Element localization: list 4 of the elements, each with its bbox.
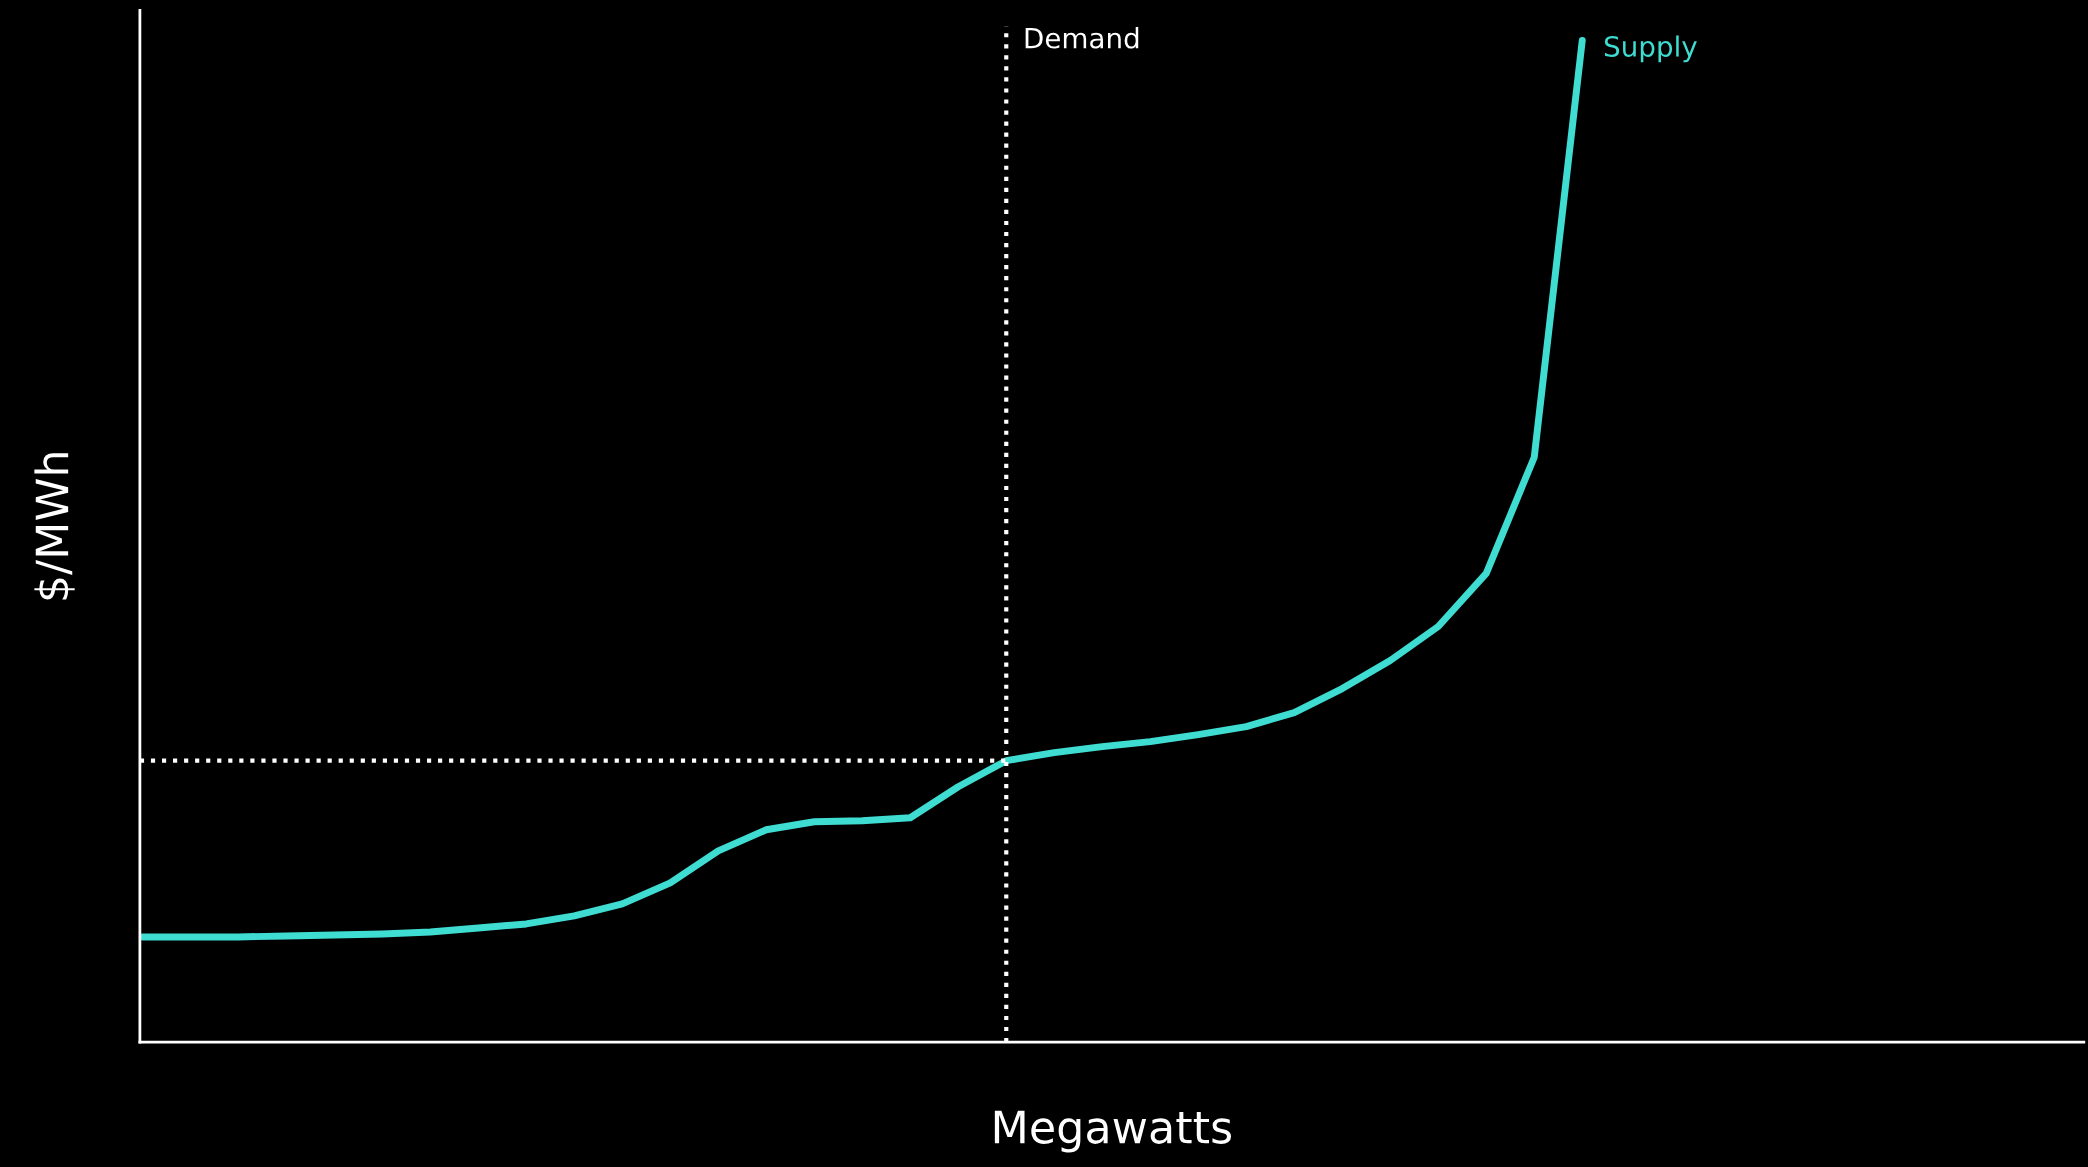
- x-axis-title: Megawatts: [994, 1110, 1232, 1153]
- y-axis-title: $/MWh: [34, 453, 75, 600]
- series-label: Supply: [1604, 35, 1697, 63]
- annotation: Demand: [1025, 27, 1139, 49]
